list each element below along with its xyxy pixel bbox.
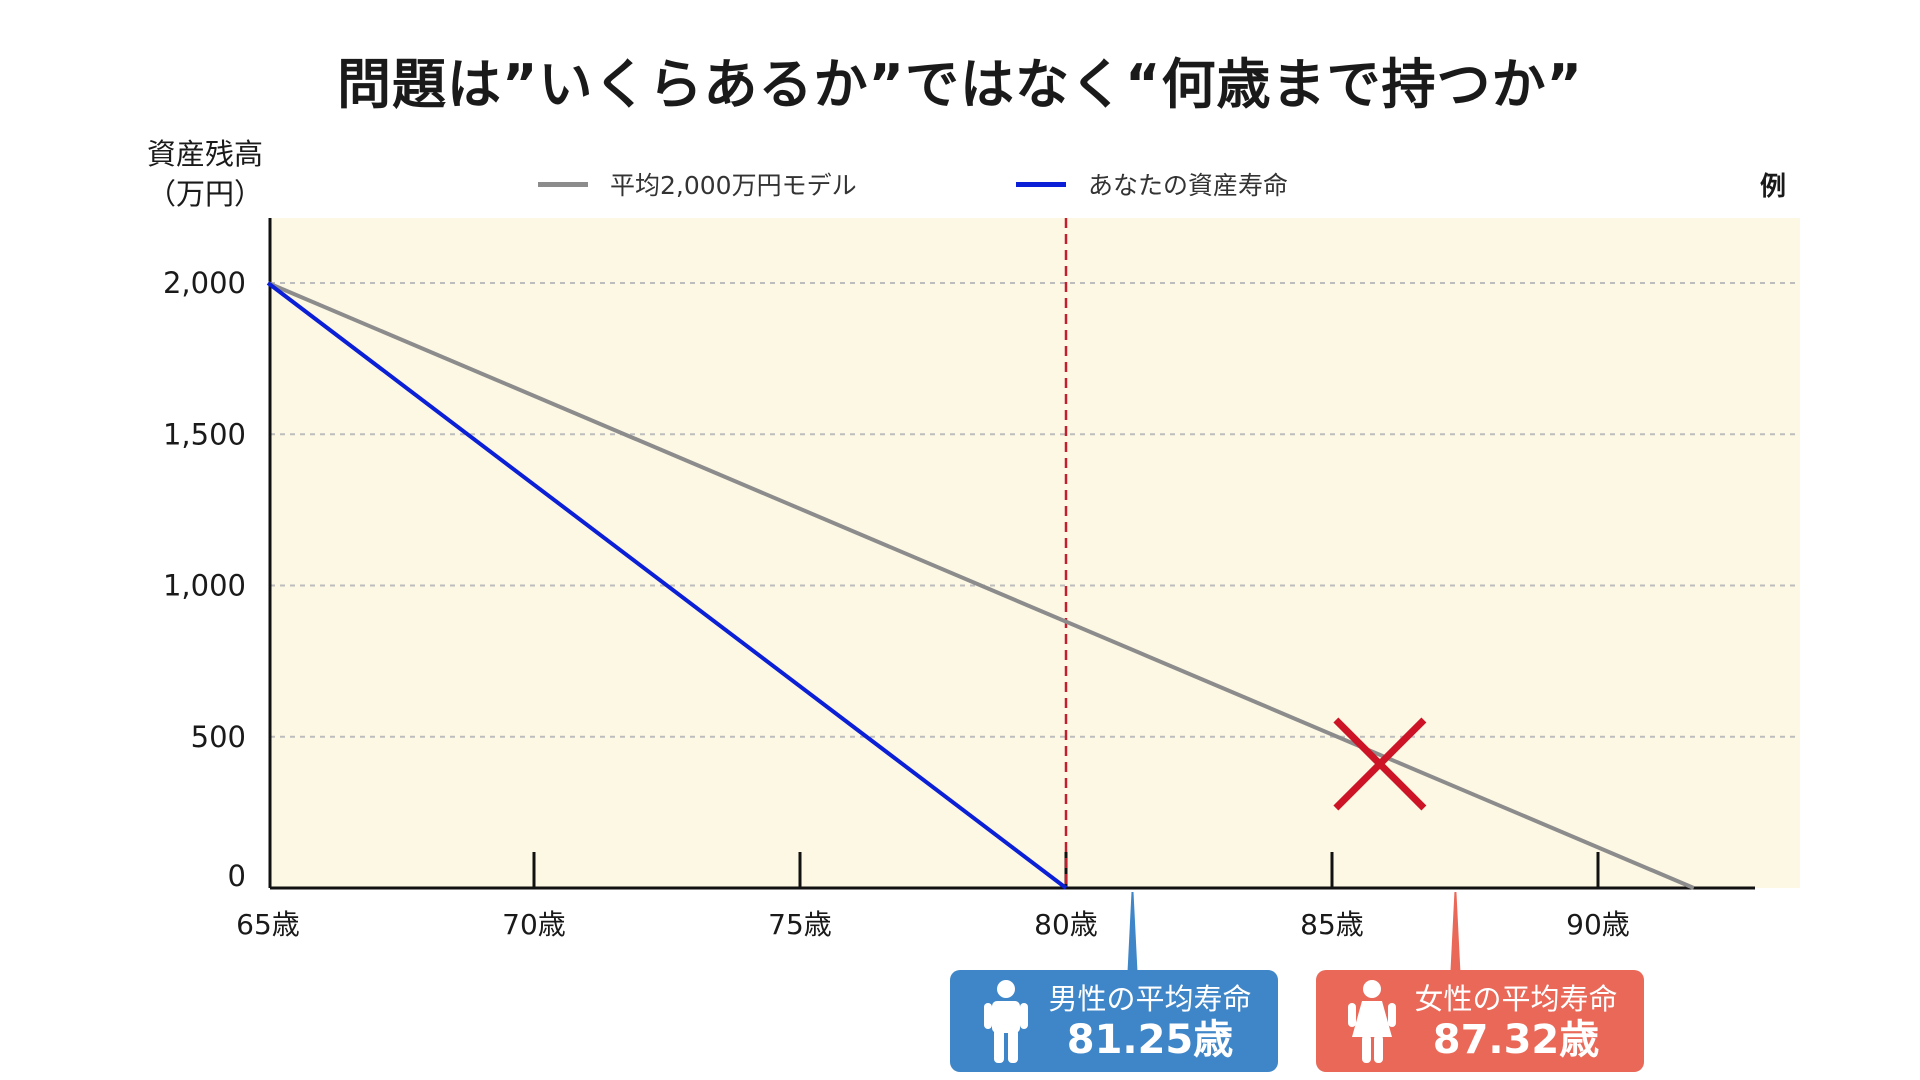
legend-label-average: 平均2,000万円モデル [610, 171, 857, 200]
callout-male-label: 男性の平均寿命 [1048, 982, 1252, 1016]
legend-item-average: 平均2,000万円モデル [538, 166, 857, 202]
y-tick-label: 500 [191, 720, 246, 754]
y-axis-label-line1: 資産残高 [146, 137, 263, 171]
female-person-icon [1348, 980, 1396, 1063]
callout-female-pointer [1450, 892, 1461, 972]
y-tick-label: 0 [228, 859, 246, 893]
legend-swatch-your-life [1016, 181, 1066, 187]
callout-female-label: 女性の平均寿命 [1414, 982, 1618, 1016]
x-mark-stroke-2 [1333, 717, 1427, 811]
callout-male-life-expectancy: 男性の平均寿命 81.25歳 [950, 970, 1278, 1072]
x-tick-label: 85歳 [1300, 908, 1364, 941]
chart-title: 問題は”いくらあるか”ではなく“何歳まで持つか” [337, 53, 1583, 116]
legend-item-your-life: あなたの資産寿命 [1016, 166, 1288, 202]
x-tick-label: 70歳 [502, 908, 566, 941]
legend-label-your-life: あなたの資産寿命 [1088, 171, 1289, 200]
line-average-model [267, 281, 1695, 890]
callout-male-value: 81.25歳 [1066, 1017, 1234, 1063]
x-tick-label: 80歳 [1034, 908, 1098, 941]
example-label: 例 [1760, 172, 1787, 202]
y-axis-label: 資産残高 （万円） [130, 134, 280, 214]
plot-background [270, 218, 1800, 888]
x-tick-label: 65歳 [236, 908, 300, 941]
x-tick-label: 90歳 [1566, 908, 1630, 941]
y-tick-label: 1,000 [163, 569, 246, 603]
x-tick-label: 75歳 [768, 908, 832, 941]
callout-female-value: 87.32歳 [1432, 1017, 1600, 1063]
y-tick-label: 1,500 [163, 417, 246, 451]
y-tick-label: 2,000 [163, 266, 246, 300]
line-your-asset-life [266, 281, 1068, 890]
legend-swatch-average [538, 181, 588, 187]
callout-female-life-expectancy: 女性の平均寿命 87.32歳 [1316, 970, 1644, 1072]
y-axis-label-line2: （万円） [146, 177, 263, 211]
male-person-icon [984, 980, 1028, 1063]
callout-male-pointer [1127, 892, 1138, 972]
